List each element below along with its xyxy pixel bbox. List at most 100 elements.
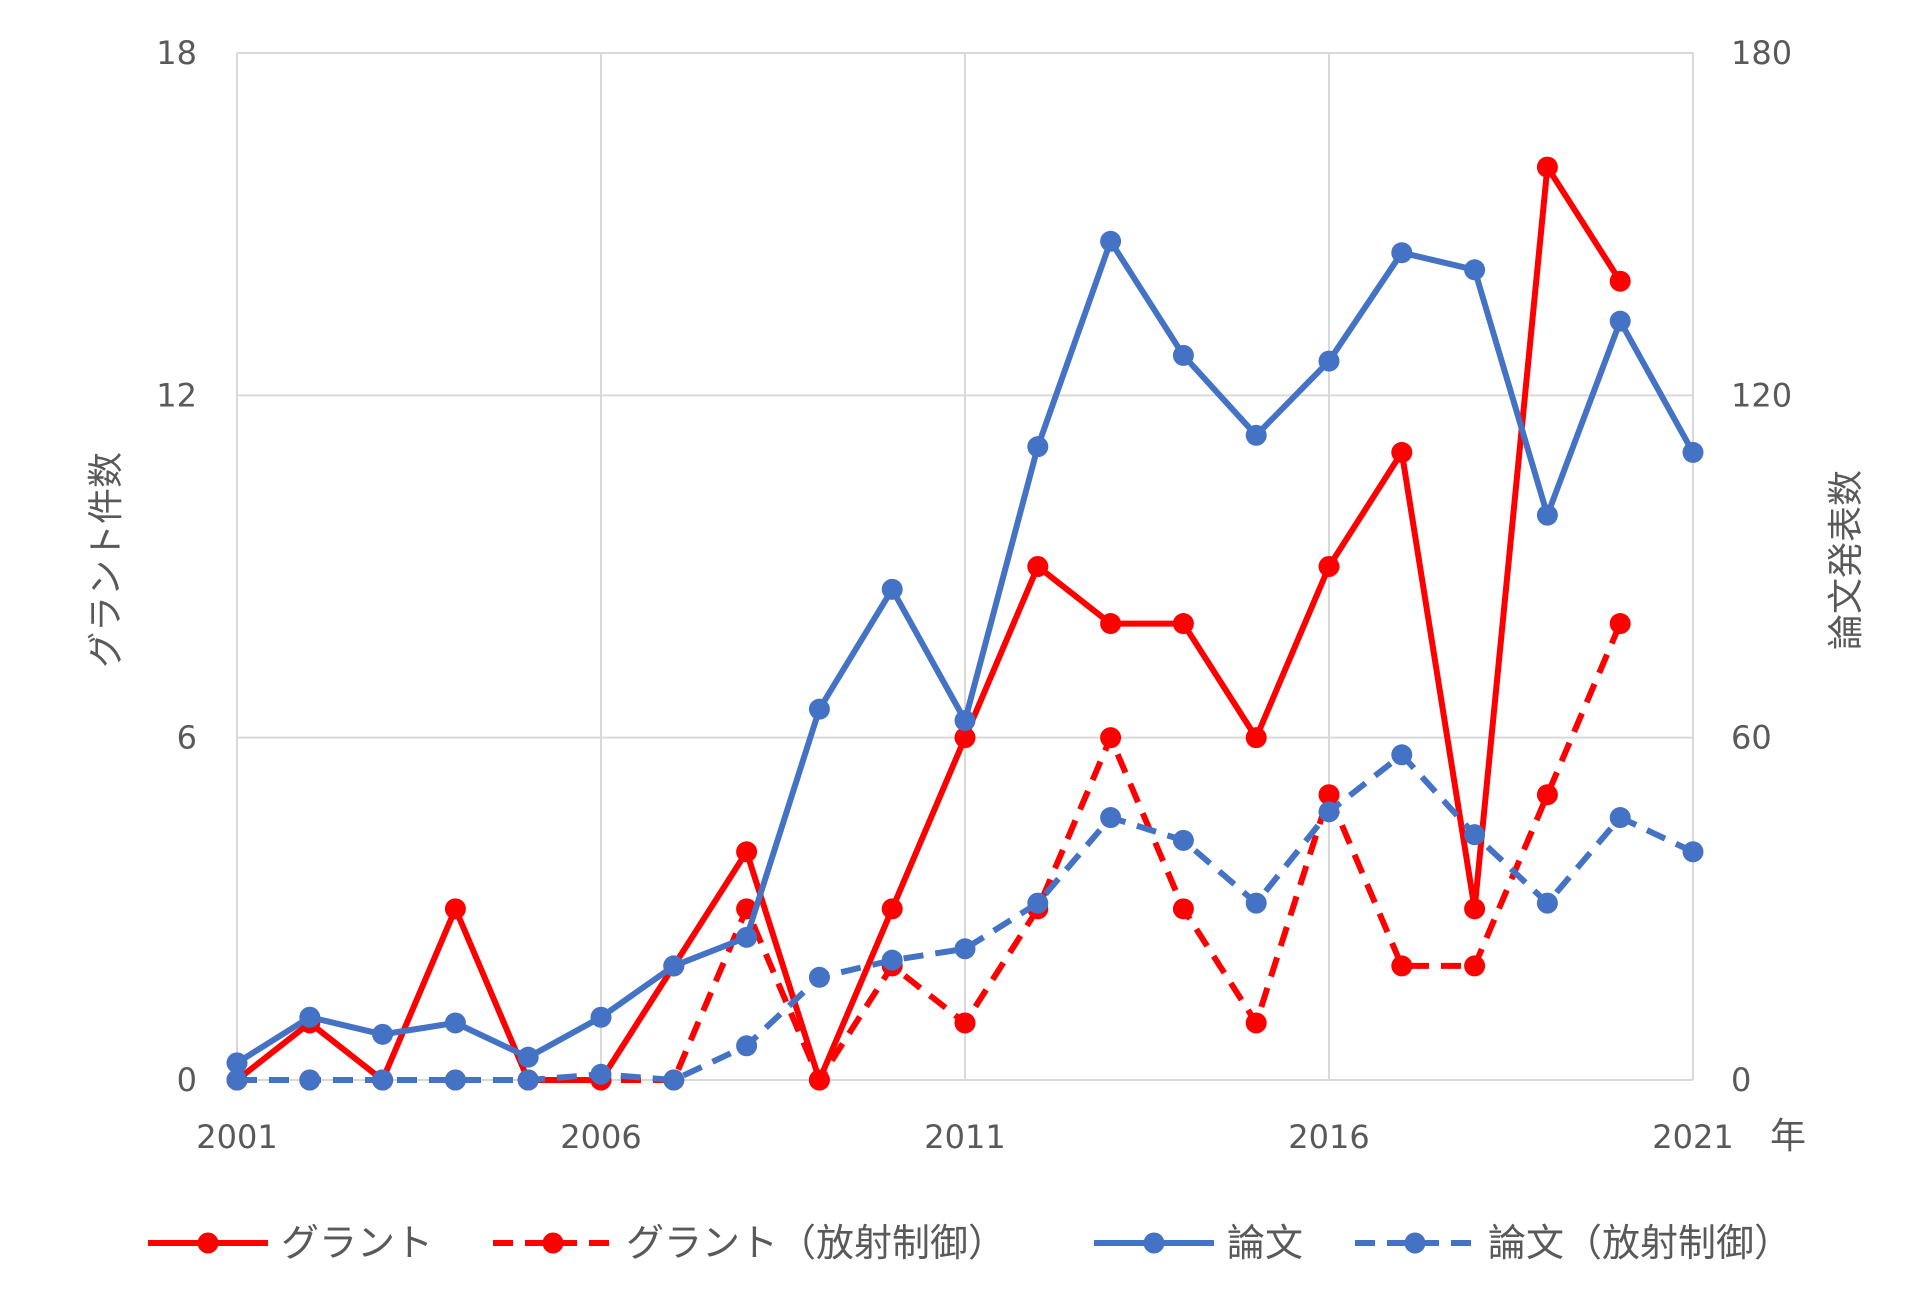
data-point <box>1027 556 1049 577</box>
x-tick-label: 2006 <box>560 1118 641 1156</box>
data-point <box>372 1023 394 1045</box>
data-point <box>444 898 466 920</box>
data-point <box>1391 242 1413 264</box>
data-point <box>881 898 903 920</box>
legend-label: 論文（放射制御） <box>1488 1221 1792 1265</box>
data-point <box>1391 744 1413 766</box>
data-point <box>663 1069 685 1091</box>
legend-label: グラント（放射制御） <box>626 1221 1006 1265</box>
series-line <box>237 622 1623 1083</box>
data-point <box>1536 504 1558 526</box>
data-point <box>1464 898 1486 920</box>
y-axis-left-title: グラント件数 <box>86 452 127 668</box>
data-point <box>590 1006 612 1028</box>
data-point <box>1391 441 1413 463</box>
data-point <box>517 1069 539 1091</box>
data-point <box>590 1063 612 1085</box>
series-line <box>235 164 1623 1083</box>
data-point <box>1318 784 1340 806</box>
series-4 <box>226 744 1704 1091</box>
data-point <box>1027 436 1049 458</box>
data-point <box>1464 824 1486 846</box>
legend-item: グラント <box>148 1221 433 1265</box>
data-point <box>299 1006 321 1028</box>
data-point <box>1245 1012 1267 1034</box>
data-point <box>881 949 903 971</box>
legend-item: 論文（放射制御） <box>1355 1221 1792 1265</box>
legend-marker <box>1404 1232 1426 1254</box>
data-point <box>1245 727 1267 749</box>
y-left-tick-label: 0 <box>177 1061 197 1099</box>
data-point <box>517 1046 539 1068</box>
data-point <box>736 926 758 948</box>
data-point <box>1609 310 1631 332</box>
data-point <box>1245 892 1267 914</box>
data-point <box>1609 270 1631 292</box>
data-point <box>1100 727 1122 749</box>
data-point <box>736 841 758 863</box>
data-point <box>1318 350 1340 372</box>
legend-item: グラント（放射制御） <box>493 1221 1006 1265</box>
data-point <box>1536 156 1558 178</box>
series-2 <box>226 613 1631 1091</box>
legend-label: 論文 <box>1227 1221 1303 1265</box>
data-point <box>1100 230 1122 252</box>
data-point <box>1245 424 1267 446</box>
data-point <box>226 1069 248 1091</box>
series-1 <box>226 156 1631 1091</box>
data-point <box>1536 784 1558 806</box>
y-left-tick-label: 12 <box>156 376 197 414</box>
data-point <box>1318 556 1340 577</box>
grid <box>236 52 1694 1081</box>
y-right-tick-label: 60 <box>1731 719 1772 757</box>
data-point <box>1609 613 1631 635</box>
y-left-tick-label: 18 <box>156 34 197 72</box>
data-point <box>808 1069 830 1091</box>
data-point <box>299 1069 321 1091</box>
data-point <box>1682 841 1704 863</box>
data-point <box>1100 613 1122 635</box>
data-point <box>1100 807 1122 829</box>
series-3 <box>226 230 1704 1074</box>
data-point <box>808 966 830 988</box>
data-point <box>1464 259 1486 281</box>
series <box>226 156 1704 1091</box>
data-point <box>663 955 685 977</box>
legend-marker <box>542 1232 564 1254</box>
data-point <box>1536 892 1558 914</box>
legend-item: 論文 <box>1094 1221 1303 1265</box>
data-point <box>1609 807 1631 829</box>
data-point <box>1172 344 1194 366</box>
data-point <box>1318 801 1340 823</box>
data-point <box>1682 441 1704 463</box>
data-point <box>1391 955 1413 977</box>
x-tick-label: 2021 <box>1652 1118 1733 1156</box>
y-right-tick-label: 120 <box>1731 376 1792 414</box>
data-point <box>226 1052 248 1074</box>
data-point <box>1172 829 1194 851</box>
data-point <box>954 938 976 960</box>
data-point <box>1464 955 1486 977</box>
data-point <box>808 698 830 720</box>
y-right-tick-label: 180 <box>1731 34 1792 72</box>
legend: グラント グラント（放射制御） 論文 論文（放射制御） <box>148 1221 1792 1265</box>
legend-marker <box>1143 1232 1165 1254</box>
data-point <box>444 1069 466 1091</box>
axis-ticks: 0 0 6 60 12 120 18 180 2001 2006 2011 2016 2021 <box>156 34 1792 1156</box>
legend-label: グラント <box>281 1221 433 1265</box>
data-point <box>1027 892 1049 914</box>
data-point <box>1172 613 1194 635</box>
y-right-tick-label: 0 <box>1731 1061 1751 1099</box>
x-tick-label: 2016 <box>1288 1118 1369 1156</box>
series-line <box>237 751 1695 1083</box>
x-tick-label: 2011 <box>924 1118 1005 1156</box>
y-left-tick-label: 6 <box>177 719 197 757</box>
data-point <box>444 1012 466 1034</box>
data-point <box>954 727 976 749</box>
data-point <box>1172 898 1194 920</box>
data-point <box>954 1012 976 1034</box>
y-axis-right-title: 論文発表数 <box>1826 470 1867 650</box>
data-point <box>736 1035 758 1057</box>
x-axis-unit: 年 <box>1770 1116 1806 1157</box>
